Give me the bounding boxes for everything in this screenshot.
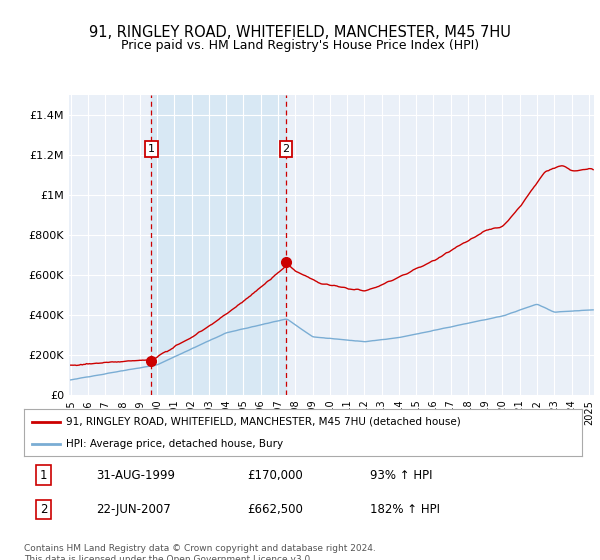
Text: 1: 1 <box>40 469 47 482</box>
Text: £662,500: £662,500 <box>247 503 303 516</box>
Bar <box>151 95 286 395</box>
Text: 2: 2 <box>283 144 290 154</box>
Text: 2: 2 <box>40 503 47 516</box>
Text: 31-AUG-1999: 31-AUG-1999 <box>97 469 176 482</box>
Text: 93% ↑ HPI: 93% ↑ HPI <box>370 469 433 482</box>
Text: 182% ↑ HPI: 182% ↑ HPI <box>370 503 440 516</box>
Text: £170,000: £170,000 <box>247 469 303 482</box>
Text: Contains HM Land Registry data © Crown copyright and database right 2024.
This d: Contains HM Land Registry data © Crown c… <box>24 544 376 560</box>
Text: 1: 1 <box>148 144 155 154</box>
Text: HPI: Average price, detached house, Bury: HPI: Average price, detached house, Bury <box>66 438 283 449</box>
Text: 91, RINGLEY ROAD, WHITEFIELD, MANCHESTER, M45 7HU: 91, RINGLEY ROAD, WHITEFIELD, MANCHESTER… <box>89 25 511 40</box>
Text: 22-JUN-2007: 22-JUN-2007 <box>97 503 171 516</box>
Text: Price paid vs. HM Land Registry's House Price Index (HPI): Price paid vs. HM Land Registry's House … <box>121 39 479 52</box>
Text: 91, RINGLEY ROAD, WHITEFIELD, MANCHESTER, M45 7HU (detached house): 91, RINGLEY ROAD, WHITEFIELD, MANCHESTER… <box>66 417 461 427</box>
